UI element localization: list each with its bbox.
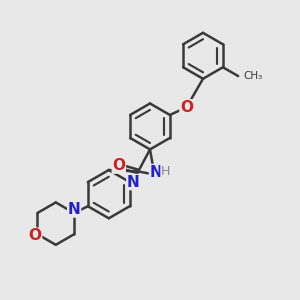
Text: CH₃: CH₃ [244,71,263,81]
Text: O: O [180,100,193,115]
Text: N: N [149,165,162,180]
Text: N: N [127,175,140,190]
Text: O: O [112,158,125,173]
Text: N: N [68,202,80,217]
Text: H: H [161,165,170,178]
Text: O: O [28,228,42,243]
